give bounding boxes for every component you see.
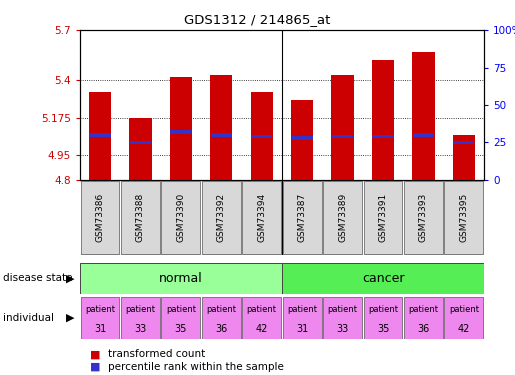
Bar	[444, 297, 483, 339]
Bar	[81, 297, 119, 339]
Text: patient: patient	[166, 304, 196, 313]
Text: cancer: cancer	[362, 272, 404, 285]
Bar	[130, 141, 151, 144]
Bar	[162, 297, 200, 339]
Text: transformed count: transformed count	[108, 350, 205, 359]
Bar	[372, 135, 393, 138]
Bar	[121, 297, 160, 339]
Text: patient: patient	[368, 304, 398, 313]
Text: 31: 31	[94, 324, 106, 334]
Bar	[332, 75, 354, 180]
Bar	[170, 76, 192, 180]
Bar	[210, 75, 232, 180]
Bar	[283, 181, 321, 254]
Bar	[323, 297, 362, 339]
Text: ■: ■	[90, 350, 100, 359]
Bar	[89, 92, 111, 180]
Bar	[81, 181, 119, 254]
Text: patient: patient	[287, 304, 317, 313]
Text: disease state: disease state	[3, 273, 72, 284]
Bar	[202, 181, 241, 254]
Text: 33: 33	[336, 324, 349, 334]
Text: 31: 31	[296, 324, 308, 334]
Text: GSM73390: GSM73390	[177, 193, 185, 242]
Text: patient: patient	[449, 304, 479, 313]
Text: patient: patient	[328, 304, 357, 313]
Text: GSM73386: GSM73386	[96, 193, 105, 242]
Text: 33: 33	[134, 324, 147, 334]
Text: patient: patient	[126, 304, 156, 313]
Bar	[283, 297, 321, 339]
Text: patient: patient	[207, 304, 236, 313]
Bar	[332, 135, 353, 138]
Text: GSM73394: GSM73394	[258, 193, 266, 242]
Text: GSM73391: GSM73391	[379, 193, 387, 242]
Text: GSM73388: GSM73388	[136, 193, 145, 242]
Bar	[162, 181, 200, 254]
Bar	[453, 135, 475, 180]
Text: patient: patient	[85, 304, 115, 313]
Text: GSM73392: GSM73392	[217, 193, 226, 242]
Bar	[251, 92, 273, 180]
Bar	[291, 136, 313, 140]
Bar	[243, 297, 281, 339]
Text: individual: individual	[3, 313, 54, 323]
Bar	[243, 181, 281, 254]
Bar	[291, 100, 313, 180]
Text: 36: 36	[215, 324, 228, 334]
Bar	[372, 60, 394, 180]
Text: normal: normal	[159, 272, 203, 285]
Text: 35: 35	[377, 324, 389, 334]
Bar	[364, 181, 402, 254]
Text: ■: ■	[90, 362, 100, 372]
Text: percentile rank within the sample: percentile rank within the sample	[108, 362, 284, 372]
Text: 36: 36	[417, 324, 430, 334]
Text: ▶: ▶	[66, 273, 75, 284]
Text: GSM73387: GSM73387	[298, 193, 306, 242]
Bar	[413, 133, 434, 137]
Bar	[323, 181, 362, 254]
Text: 42: 42	[458, 324, 470, 334]
Bar	[211, 133, 232, 137]
Bar	[90, 133, 111, 137]
Bar	[404, 297, 443, 339]
Text: GDS1312 / 214865_at: GDS1312 / 214865_at	[184, 13, 331, 26]
Text: GSM73395: GSM73395	[459, 193, 468, 242]
Bar	[453, 141, 474, 144]
Text: 42: 42	[255, 324, 268, 334]
Bar	[80, 263, 282, 294]
Bar	[170, 130, 192, 134]
Bar	[444, 181, 483, 254]
Text: patient: patient	[247, 304, 277, 313]
Bar	[129, 117, 151, 180]
Bar	[282, 263, 484, 294]
Text: GSM73393: GSM73393	[419, 193, 428, 242]
Text: ▶: ▶	[66, 313, 75, 323]
Bar	[404, 181, 443, 254]
Bar	[121, 181, 160, 254]
Bar	[364, 297, 402, 339]
Bar	[202, 297, 241, 339]
Bar	[251, 135, 272, 138]
Text: 35: 35	[175, 324, 187, 334]
Text: patient: patient	[408, 304, 438, 313]
Bar	[413, 52, 435, 180]
Text: GSM73389: GSM73389	[338, 193, 347, 242]
